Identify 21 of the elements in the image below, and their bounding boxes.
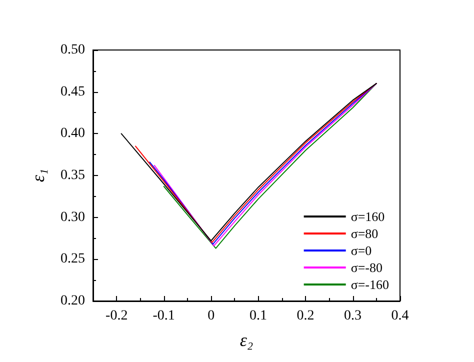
legend-label: σ=160 <box>350 209 385 224</box>
y-tick-label: 0.50 <box>60 42 85 58</box>
y-axis-title: ε₁ <box>28 168 48 182</box>
x-tick-label: -0.2 <box>106 308 128 324</box>
y-tick-label: 0.25 <box>60 252 85 267</box>
legend-label: σ=-80 <box>350 260 383 275</box>
x-tick-label: 0.3 <box>344 308 362 324</box>
y-tick-label: 0.20 <box>60 294 85 308</box>
x-tick-label: 0.4 <box>391 308 409 324</box>
x-tick-label: 0 <box>208 308 215 324</box>
legend-label: σ=80 <box>350 226 378 241</box>
x-tick-label: 0.1 <box>250 308 268 324</box>
legend-label: σ=-160 <box>350 277 390 292</box>
y-tick-label: 0.45 <box>60 84 85 100</box>
y-tick-label: 0.30 <box>60 210 85 225</box>
x-axis-title: ε₂ <box>240 330 254 350</box>
x-tick-label: 0.2 <box>296 308 314 324</box>
x-tick-label: -0.1 <box>152 308 175 324</box>
y-tick-label: 0.35 <box>60 168 85 183</box>
legend-label: σ=0 <box>350 243 372 258</box>
y-tick-label: 0.40 <box>60 126 85 142</box>
